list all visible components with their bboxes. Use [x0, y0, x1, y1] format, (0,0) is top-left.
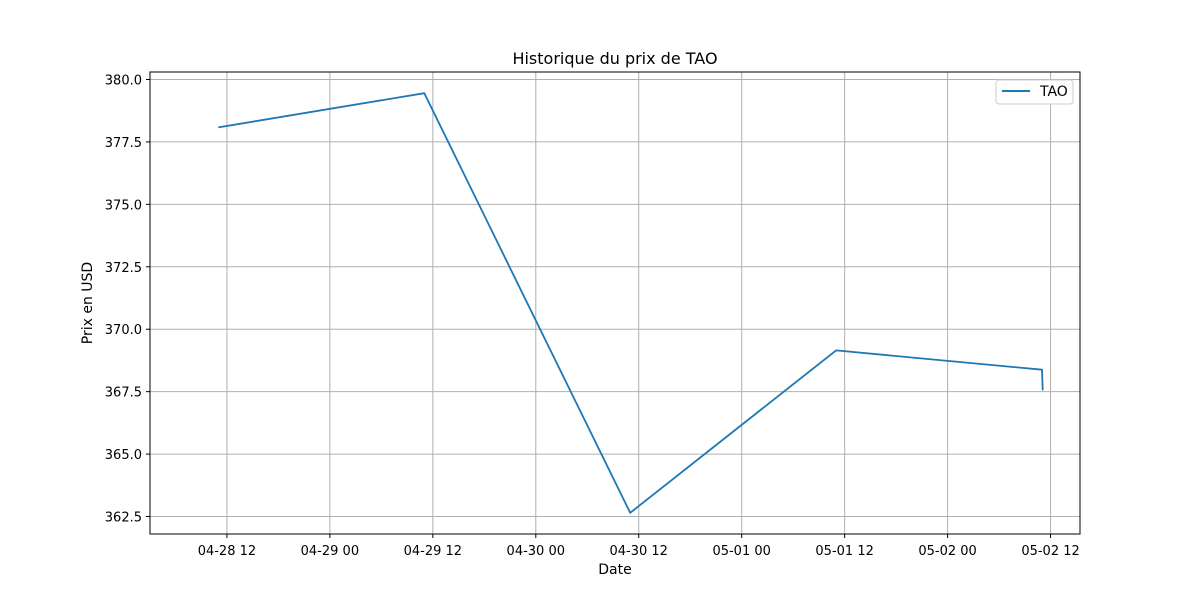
y-tick-label: 362.5 [105, 511, 142, 526]
x-tick-label: 04-30 12 [610, 544, 668, 559]
grid-layer [150, 72, 1080, 534]
chart-title: Historique du prix de TAO [512, 49, 717, 68]
y-tick-label: 367.5 [105, 386, 142, 401]
legend-label-tao: TAO [1039, 84, 1068, 100]
y-tick-label: 375.0 [105, 198, 142, 213]
x-tick-label: 05-01 00 [712, 544, 770, 559]
y-tick-label: 377.5 [105, 136, 142, 151]
x-tick-label: 05-01 12 [815, 544, 873, 559]
x-tick-label: 04-29 12 [404, 544, 462, 559]
x-tick-label: 04-28 12 [198, 544, 256, 559]
x-tick-label: 04-29 00 [301, 544, 359, 559]
series-line-tao [218, 92, 1044, 514]
x-axis-label: Date [598, 562, 631, 578]
series-layer [218, 92, 1044, 514]
legend-box [995, 79, 1074, 105]
ticks-layer: 04-28 12 04-29 00 04-29 12 04-30 00 04-30 12… [105, 73, 1080, 559]
y-tick-label: 380.0 [105, 73, 142, 88]
y-tick-label: 370.0 [105, 323, 142, 338]
y-tick-label: 372.5 [105, 261, 142, 276]
plot-frame [149, 71, 1081, 535]
y-tick-label: 365.0 [105, 448, 142, 463]
x-tick-label: 05-02 12 [1021, 544, 1079, 559]
x-tick-label: 04-30 00 [507, 544, 565, 559]
y-axis-label: Prix en USD [80, 262, 96, 344]
x-tick-label: 05-02 00 [918, 544, 976, 559]
legend: TAO [995, 79, 1074, 105]
